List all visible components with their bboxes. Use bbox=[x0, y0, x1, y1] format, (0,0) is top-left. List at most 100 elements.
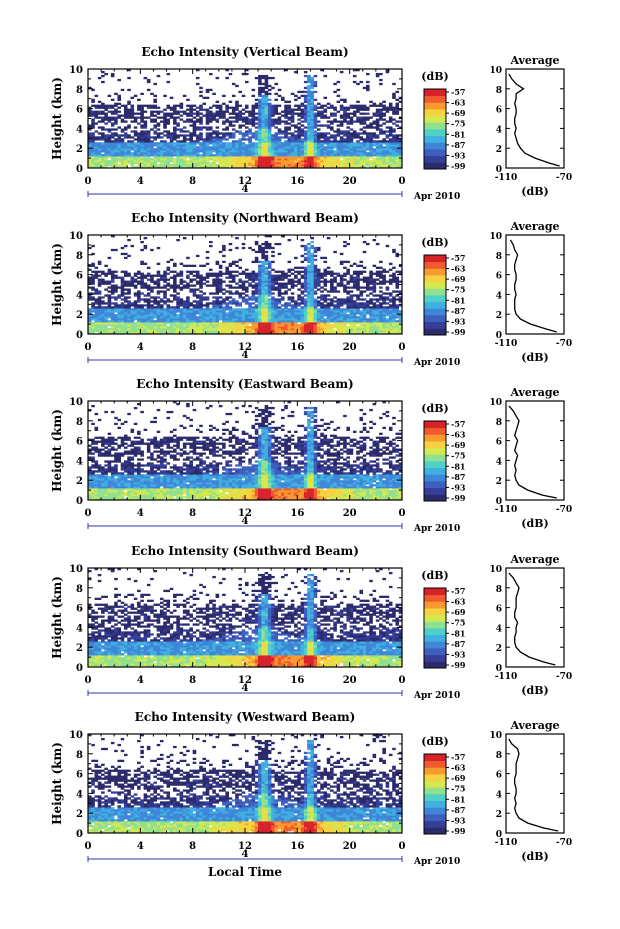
heatmap-cell bbox=[307, 74, 311, 78]
heatmap-cell bbox=[310, 284, 314, 287]
heatmap-cell bbox=[114, 296, 118, 299]
heatmap-cell bbox=[330, 128, 334, 131]
heatmap-cell bbox=[88, 150, 92, 153]
heatmap-cell bbox=[310, 122, 314, 125]
heatmap-cell bbox=[140, 166, 144, 169]
heatmap-cell bbox=[179, 324, 184, 327]
heatmap-cell bbox=[303, 130, 308, 133]
heatmap-cell bbox=[346, 280, 350, 283]
heatmap-cell bbox=[228, 274, 233, 277]
heatmap-cell bbox=[117, 126, 122, 129]
heatmap-cell bbox=[140, 332, 144, 335]
heatmap-cell bbox=[88, 106, 92, 109]
heatmap-cell bbox=[349, 104, 354, 107]
heatmap-cell bbox=[235, 104, 239, 107]
heatmap-cell bbox=[117, 316, 122, 319]
heatmap-cell bbox=[271, 148, 275, 151]
heatmap-cell bbox=[120, 304, 125, 307]
heatmap-cell bbox=[274, 278, 279, 281]
heatmap-cell bbox=[251, 302, 256, 305]
heatmap-cell bbox=[382, 130, 386, 133]
heatmap-cell bbox=[235, 270, 239, 273]
heatmap-cell bbox=[245, 310, 249, 313]
heatmap-cell bbox=[284, 292, 288, 295]
heatmap-cell bbox=[303, 112, 308, 115]
heatmap-cell bbox=[261, 88, 265, 92]
heatmap-cell bbox=[385, 134, 390, 137]
heatmap-cell bbox=[114, 102, 118, 105]
heatmap-cell bbox=[163, 140, 167, 143]
heatmap-cell bbox=[114, 120, 118, 123]
heatmap-cell bbox=[297, 280, 301, 283]
heatmap-cell bbox=[339, 136, 344, 139]
heatmap-cell bbox=[189, 272, 193, 275]
heatmap-cell bbox=[169, 310, 174, 313]
heatmap-cell bbox=[91, 332, 95, 335]
heatmap-cell bbox=[159, 144, 164, 147]
heatmap-cell bbox=[130, 320, 135, 323]
heatmap-cell bbox=[228, 330, 233, 333]
heatmap-cell bbox=[395, 102, 400, 105]
heatmap-cell bbox=[159, 136, 164, 139]
heatmap-cell bbox=[143, 312, 148, 315]
heatmap-cell bbox=[254, 102, 259, 105]
heatmap-cell bbox=[189, 138, 193, 141]
heatmap-cell bbox=[330, 272, 334, 275]
heatmap-cell bbox=[307, 248, 311, 252]
heatmap-cell bbox=[310, 98, 314, 101]
heatmap-cell bbox=[182, 144, 187, 147]
heatmap-cell bbox=[294, 130, 298, 133]
heatmap-cell bbox=[189, 110, 193, 113]
heatmap-cell bbox=[303, 160, 308, 163]
heatmap-cell bbox=[333, 250, 337, 254]
heatmap-cell bbox=[166, 278, 171, 281]
heatmap-cell bbox=[163, 270, 167, 273]
heatmap-cell bbox=[254, 300, 259, 303]
heatmap-cell bbox=[94, 274, 99, 277]
heatmap-cell bbox=[238, 314, 243, 317]
heatmap-cell bbox=[218, 154, 223, 157]
heatmap-cell bbox=[215, 288, 220, 291]
heatmap-cell bbox=[245, 318, 249, 321]
heatmap-cell bbox=[258, 106, 262, 109]
heatmap-cell bbox=[303, 282, 308, 285]
heatmap-cell bbox=[146, 292, 151, 295]
heatmap-cell bbox=[333, 310, 337, 313]
heatmap-cell bbox=[163, 274, 167, 277]
heatmap-cell bbox=[107, 130, 112, 133]
heatmap-cell bbox=[199, 146, 203, 149]
heatmap-cell bbox=[303, 332, 308, 335]
heatmap-cell bbox=[264, 244, 269, 248]
heatmap-cell bbox=[388, 134, 393, 137]
heatmap-cell bbox=[127, 140, 131, 143]
heatmap-cell bbox=[199, 144, 203, 147]
heatmap-cell bbox=[287, 158, 292, 161]
heatmap-cell bbox=[156, 306, 161, 309]
heatmap-cell bbox=[153, 326, 157, 329]
heatmap-cell bbox=[336, 320, 341, 323]
heatmap-cell bbox=[300, 104, 305, 107]
heatmap-cell bbox=[127, 154, 131, 157]
heatmap-cell bbox=[352, 106, 357, 109]
heatmap-cell bbox=[153, 130, 157, 133]
heatmap-cell bbox=[254, 308, 259, 311]
heatmap-cell bbox=[287, 288, 292, 291]
heatmap-cell bbox=[186, 162, 190, 165]
heatmap-cell bbox=[127, 152, 131, 155]
heatmap-cell bbox=[313, 152, 318, 155]
heatmap-cell bbox=[343, 154, 347, 157]
heatmap-cell bbox=[231, 94, 236, 98]
heatmap-cell bbox=[316, 128, 321, 131]
heatmap-cell bbox=[222, 144, 226, 147]
heatmap-cell bbox=[277, 290, 282, 293]
heatmap-cell bbox=[343, 114, 347, 117]
heatmap-cell bbox=[228, 248, 233, 252]
heatmap-cell bbox=[343, 298, 347, 301]
heatmap-cell bbox=[192, 310, 197, 313]
heatmap-cell bbox=[241, 152, 246, 155]
heatmap-cell bbox=[241, 136, 246, 139]
heatmap-cell bbox=[241, 148, 246, 151]
heatmap-cell bbox=[241, 322, 246, 325]
heatmap-cell bbox=[261, 128, 265, 131]
heatmap-cell bbox=[254, 284, 259, 287]
